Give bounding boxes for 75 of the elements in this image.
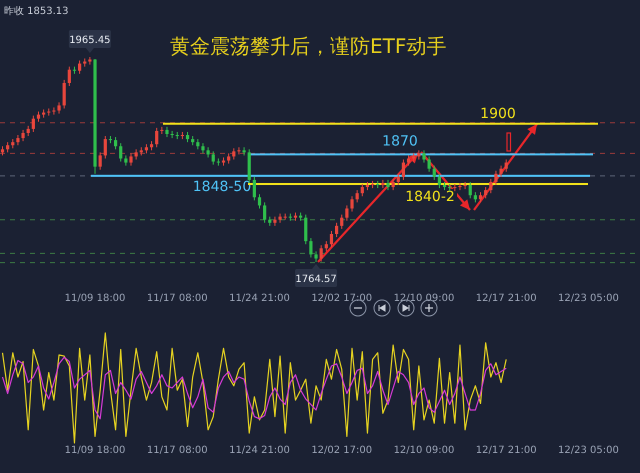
x-tick-label: 11/09 18:00 (64, 445, 126, 456)
band-label: 1848-50 (192, 178, 252, 195)
candlestick (227, 152, 230, 164)
candlestick (150, 140, 154, 151)
candlestick (232, 148, 236, 160)
x-tick-label: 12/17 21:00 (476, 445, 537, 456)
candlestick (478, 192, 482, 203)
candlestick (21, 129, 25, 142)
candlestick (273, 216, 277, 226)
x-tick-label: 12/10 09:00 (394, 293, 454, 304)
candlestick (11, 138, 14, 149)
x-tick-label: 11/24 21:00 (229, 293, 290, 304)
candlestick (494, 170, 498, 186)
candlestick (32, 115, 35, 132)
candlestick (252, 176, 256, 201)
candlestick (104, 136, 107, 159)
candlestick (474, 192, 477, 203)
candlestick (98, 152, 102, 170)
candlestick (468, 181, 472, 199)
candlestick (114, 136, 118, 150)
candlestick (422, 150, 426, 164)
candlestick (504, 159, 508, 172)
x-tick-label: 11/24 21:00 (229, 445, 290, 456)
candlestick (155, 127, 158, 148)
candlestick (0, 146, 4, 156)
x-tick-label: 12/23 05:00 (558, 445, 619, 456)
annotation: 1965.45 (69, 35, 111, 46)
annotation: 1764.57 (295, 274, 337, 285)
x-tick-label: 12/02 17:00 (311, 293, 372, 304)
candlestick (62, 79, 66, 109)
candlestick (165, 126, 169, 138)
candlestick (489, 178, 492, 194)
candlestick (484, 186, 488, 199)
candlestick (263, 202, 266, 224)
candlestick (314, 250, 318, 262)
candlestick (186, 131, 190, 143)
candlestick (124, 154, 128, 166)
candlestick (428, 156, 431, 172)
text: 昨收 1853.13 (4, 5, 69, 17)
candlestick (6, 142, 10, 153)
candlestick (432, 165, 436, 180)
candlestick (268, 216, 272, 226)
x-tick-label: 11/09 18:00 (64, 293, 126, 304)
candlestick (196, 138, 200, 150)
candlestick (212, 150, 215, 166)
candlestick (16, 134, 20, 146)
candlestick (78, 60, 82, 74)
candlestick (36, 111, 40, 122)
candlestick (191, 136, 194, 146)
candlestick (134, 148, 138, 160)
candlestick (57, 102, 61, 114)
x-tick-label: 11/17 08:00 (146, 445, 208, 456)
candlestick (72, 66, 76, 74)
band-label: 1840-2 (405, 189, 455, 206)
candlestick (304, 214, 308, 245)
candlestick (309, 238, 312, 258)
x-tick-label: 11/17 08:00 (146, 293, 208, 304)
candlestick (144, 144, 148, 154)
candlestick (129, 152, 133, 166)
candlestick (26, 125, 30, 137)
candlestick (438, 173, 441, 189)
candlestick (68, 66, 71, 87)
x-tick-label: 12/10 09:00 (394, 445, 454, 456)
candlestick (206, 146, 210, 158)
x-tick-label: 12/17 21:00 (476, 293, 537, 304)
candlestick (201, 142, 205, 154)
candlestick (278, 213, 282, 224)
chart-title: 黄金震荡攀升后，谨防ETF动手 (170, 34, 446, 58)
x-tick-label: 12/02 17:00 (311, 445, 372, 456)
x-tick-label: 12/23 05:00 (558, 293, 619, 304)
ref-line-label: 1870 (382, 133, 418, 150)
candlestick (258, 194, 262, 209)
candlestick (499, 165, 503, 178)
candlestick (119, 142, 122, 162)
ref-line-label: 1900 (480, 106, 516, 122)
